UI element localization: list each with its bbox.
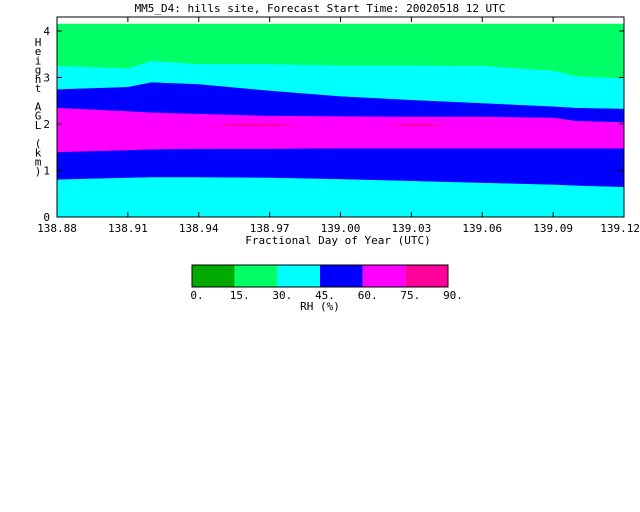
colorbar-tick-label: 60. bbox=[358, 289, 378, 302]
y-tick-label: 2 bbox=[43, 118, 50, 131]
y-tick-label: 3 bbox=[43, 71, 50, 84]
x-axis-label: Fractional Day of Year (UTC) bbox=[245, 234, 430, 247]
x-tick-label: 138.97 bbox=[250, 222, 290, 235]
colorbar-tick-label: 30. bbox=[272, 289, 292, 302]
rh-highlight-75-90 bbox=[387, 123, 447, 126]
y-tick-label: 0 bbox=[43, 211, 50, 224]
x-tick-label: 138.94 bbox=[179, 222, 219, 235]
y-tick-label: 1 bbox=[43, 164, 50, 177]
x-axis: 138.88 138.91 138.94 138.97 139.00 139.03 139.… bbox=[37, 17, 640, 235]
colorbar-tick-label: 15. bbox=[230, 289, 250, 302]
x-tick-label: 139.09 bbox=[533, 222, 573, 235]
colorbar-swatch bbox=[277, 265, 320, 287]
colorbar-swatch bbox=[192, 265, 235, 287]
colorbar-label: RH (%) bbox=[300, 300, 340, 313]
colorbar-swatch bbox=[320, 265, 363, 287]
x-tick-label: 139.03 bbox=[392, 222, 432, 235]
x-tick-label: 138.91 bbox=[108, 222, 148, 235]
colorbar-swatch bbox=[405, 265, 448, 287]
y-tick-label: 4 bbox=[43, 25, 50, 38]
x-tick-label: 139.06 bbox=[462, 222, 502, 235]
colorbar-tick-label: 45. bbox=[315, 289, 335, 302]
colorbar-swatch bbox=[362, 265, 406, 287]
rh-highlight-75-90 bbox=[210, 123, 306, 126]
y-axis: 0 1 2 3 4 bbox=[43, 25, 624, 224]
colorbar: 0. 15. 30. 45. 60. 75. 90. bbox=[190, 264, 463, 302]
chart-title: MM5_D4: hills site, Forecast Start Time:… bbox=[135, 2, 506, 15]
colorbar-frame bbox=[191, 264, 449, 288]
plot-area bbox=[56, 17, 625, 218]
x-tick-label: 138.88 bbox=[37, 222, 77, 235]
colorbar-tick-label: 90. bbox=[443, 289, 463, 302]
colorbar-tick-label: 75. bbox=[400, 289, 420, 302]
colorbar-swatch bbox=[234, 265, 278, 287]
x-tick-label: 139.00 bbox=[321, 222, 361, 235]
x-tick-label: 139.12 bbox=[600, 222, 640, 235]
colorbar-tick-label: 0. bbox=[190, 289, 203, 302]
